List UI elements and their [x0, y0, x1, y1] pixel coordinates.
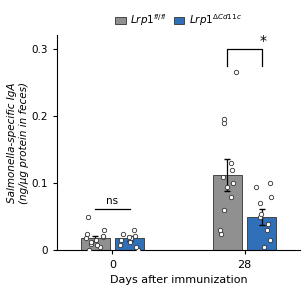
Point: [100, 235, 105, 239]
Point: [89, 240, 94, 245]
Point: [132, 228, 137, 233]
Point: [121, 231, 126, 236]
Point: [95, 243, 99, 247]
X-axis label: Days after immunization: Days after immunization: [110, 275, 247, 285]
Point: [218, 231, 223, 236]
Point: [231, 181, 236, 186]
Point: [268, 194, 273, 199]
Point: [100, 233, 105, 238]
Point: [229, 161, 234, 166]
Text: *: *: [259, 34, 266, 48]
Point: [262, 245, 266, 249]
Legend: $Lrp1^{fl/fl}$, $Lrp1^{\Delta Cd11c}$: $Lrp1^{fl/fl}$, $Lrp1^{\Delta Cd11c}$: [111, 8, 246, 32]
Point: [134, 245, 138, 249]
Point: [127, 240, 132, 245]
Point: [101, 228, 106, 233]
Point: [132, 233, 137, 238]
Bar: [115, 238, 144, 251]
Point: [268, 238, 273, 243]
Point: [118, 243, 123, 247]
Point: [86, 248, 91, 253]
Point: [88, 241, 93, 246]
Point: [84, 231, 89, 236]
Point: [258, 211, 263, 216]
Point: [222, 117, 227, 122]
Point: [218, 228, 223, 233]
Point: [253, 184, 258, 189]
Bar: [247, 217, 276, 251]
Point: [268, 181, 273, 186]
Point: [228, 194, 233, 199]
Point: [86, 215, 91, 219]
Point: [221, 208, 226, 213]
Point: [84, 236, 89, 241]
Point: [127, 235, 132, 239]
Point: [222, 121, 227, 125]
Point: [93, 238, 98, 243]
Point: [97, 245, 102, 249]
Y-axis label: Salmonella-specific IgA
(ng/μg protein in feces): Salmonella-specific IgA (ng/μg protein i…: [7, 82, 29, 204]
Point: [264, 228, 269, 233]
Point: [234, 70, 239, 75]
Point: [135, 248, 140, 253]
Text: ns: ns: [106, 196, 119, 206]
Point: [118, 238, 123, 243]
Point: [265, 221, 270, 226]
Bar: [213, 175, 242, 251]
Point: [221, 174, 226, 179]
Point: [229, 168, 234, 172]
Point: [258, 215, 262, 219]
Bar: [81, 238, 110, 251]
Point: [258, 201, 262, 206]
Point: [128, 236, 133, 241]
Point: [224, 184, 229, 189]
